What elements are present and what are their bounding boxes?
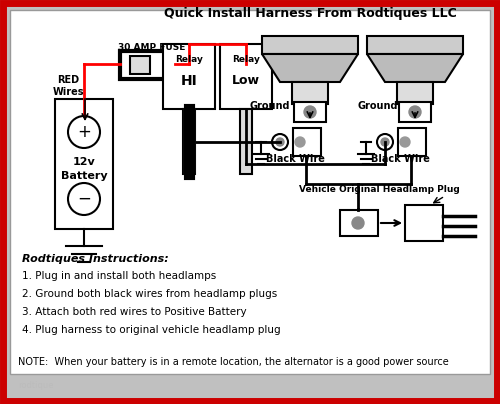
- Circle shape: [400, 137, 410, 147]
- Text: Black Wire: Black Wire: [370, 154, 430, 164]
- Text: Ground: Ground: [250, 101, 290, 111]
- Polygon shape: [262, 54, 358, 82]
- FancyBboxPatch shape: [405, 205, 443, 241]
- FancyBboxPatch shape: [130, 56, 150, 74]
- Circle shape: [276, 138, 284, 146]
- FancyBboxPatch shape: [55, 99, 113, 229]
- Text: 4. Plug harness to original vehicle headlamp plug: 4. Plug harness to original vehicle head…: [22, 325, 280, 335]
- FancyBboxPatch shape: [294, 102, 326, 122]
- FancyBboxPatch shape: [240, 109, 252, 174]
- Text: rodtique: rodtique: [18, 381, 54, 391]
- Text: Quick Install Harness From Rodtiques LLC: Quick Install Harness From Rodtiques LLC: [164, 8, 457, 21]
- Text: RED
Wires: RED Wires: [52, 75, 84, 97]
- Text: 3. Attach both red wires to Positive Battery: 3. Attach both red wires to Positive Bat…: [22, 307, 246, 317]
- Text: Black Wire: Black Wire: [266, 154, 324, 164]
- Text: Battery: Battery: [60, 171, 108, 181]
- FancyBboxPatch shape: [293, 128, 321, 156]
- Text: Vehicle Original Headlamp Plug: Vehicle Original Headlamp Plug: [299, 185, 460, 194]
- FancyBboxPatch shape: [397, 82, 433, 104]
- Text: Relay: Relay: [175, 55, 203, 63]
- FancyBboxPatch shape: [10, 10, 490, 374]
- Text: 12v: 12v: [72, 157, 96, 167]
- Text: Low: Low: [232, 74, 260, 88]
- Polygon shape: [367, 54, 463, 82]
- Circle shape: [304, 106, 316, 118]
- Circle shape: [409, 106, 421, 118]
- Text: Relay: Relay: [232, 55, 260, 63]
- FancyBboxPatch shape: [3, 3, 497, 401]
- FancyBboxPatch shape: [183, 109, 195, 174]
- Text: 30 AMP FUSE: 30 AMP FUSE: [118, 44, 186, 53]
- Circle shape: [295, 137, 305, 147]
- Text: HI: HI: [180, 74, 198, 88]
- Circle shape: [352, 217, 364, 229]
- FancyBboxPatch shape: [367, 36, 463, 54]
- FancyBboxPatch shape: [262, 36, 358, 54]
- Circle shape: [381, 138, 389, 146]
- Text: Rodtiques Instructions:: Rodtiques Instructions:: [22, 254, 169, 264]
- FancyBboxPatch shape: [120, 51, 175, 79]
- Text: 2. Ground both black wires from headlamp plugs: 2. Ground both black wires from headlamp…: [22, 289, 277, 299]
- FancyBboxPatch shape: [340, 210, 378, 236]
- Text: Ground: Ground: [358, 101, 398, 111]
- FancyBboxPatch shape: [292, 82, 328, 104]
- FancyBboxPatch shape: [399, 102, 431, 122]
- Text: +: +: [77, 123, 91, 141]
- FancyBboxPatch shape: [163, 44, 215, 109]
- FancyBboxPatch shape: [220, 44, 272, 109]
- Text: −: −: [77, 190, 91, 208]
- Text: NOTE:  When your battery is in a remote location, the alternator is a good power: NOTE: When your battery is in a remote l…: [18, 357, 449, 367]
- Text: 1. Plug in and install both headlamps: 1. Plug in and install both headlamps: [22, 271, 216, 281]
- FancyBboxPatch shape: [398, 128, 426, 156]
